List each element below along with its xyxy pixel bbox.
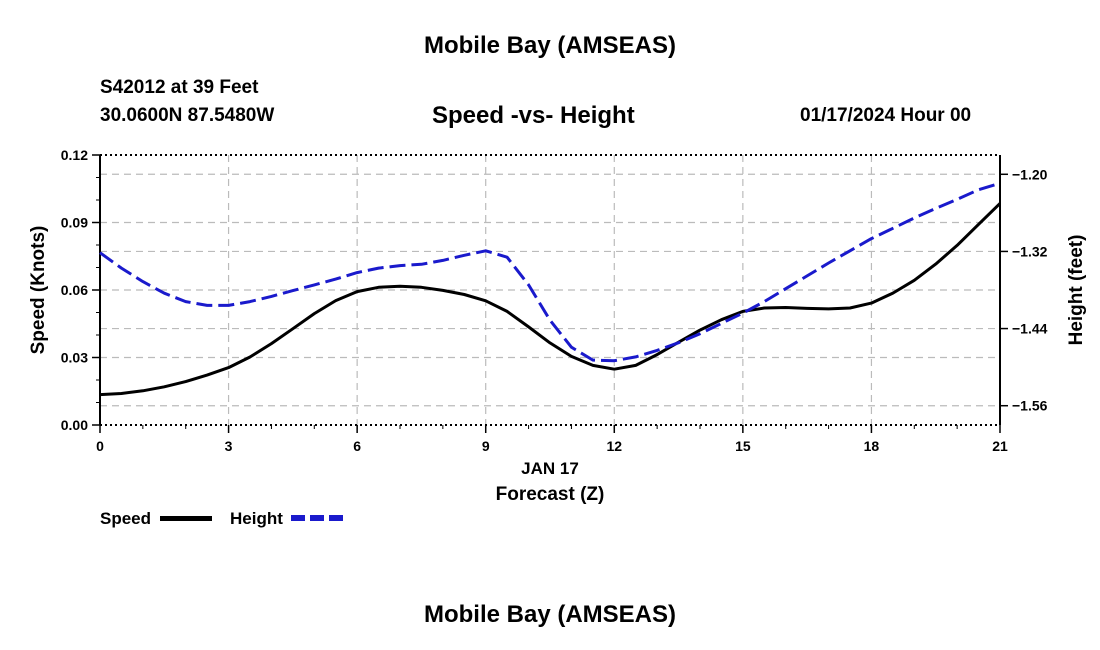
x-tick-label: 6 [353,438,361,454]
y-tick-label: 0.06 [61,282,88,298]
legend-height-swatch [291,515,343,521]
x-tick-label: 18 [864,438,880,454]
legend-speed-label: Speed [100,509,152,528]
x-tick-label: 9 [482,438,490,454]
y2-tick-label: −1.56 [1012,398,1048,414]
x-date-label: JAN 17 [521,459,579,478]
y2-tick-label: −1.20 [1012,166,1048,182]
legend-height-label: Height [230,509,283,528]
chart-title: Mobile Bay (AMSEAS) [423,32,677,59]
y-tick-label: 0.03 [61,350,88,366]
x-tick-label: 12 [606,438,622,454]
x-tick-label: 15 [735,438,751,454]
y-tick-label: 0.09 [61,215,88,231]
speed-series-line [99,202,1002,397]
station-label: S42012 at 39 Feet [100,77,259,98]
y-axis-label: Speed (Knots) [28,226,49,355]
coordinates-label: 30.0600N 87.5480W [100,105,275,126]
x-tick-label: 0 [96,438,104,454]
height-series-line [99,181,1001,363]
y-tick-label: 0.12 [61,147,88,163]
legend-speed-swatch [160,516,212,521]
forecast-datetime: 01/17/2024 Hour 00 [800,105,972,126]
x-tick-label: 21 [992,438,1008,454]
y2-axis-label: Height (feet) [1066,235,1087,346]
chart-subtitle: Speed -vs- Height [432,102,635,129]
x-tick-label: 3 [225,438,233,454]
y-tick-label: 0.00 [61,417,88,433]
footer-title: Mobile Bay (AMSEAS) [423,601,677,628]
y2-tick-label: −1.44 [1012,321,1048,337]
x-axis-label: Forecast (Z) [496,484,605,505]
y2-tick-label: −1.32 [1012,243,1048,259]
